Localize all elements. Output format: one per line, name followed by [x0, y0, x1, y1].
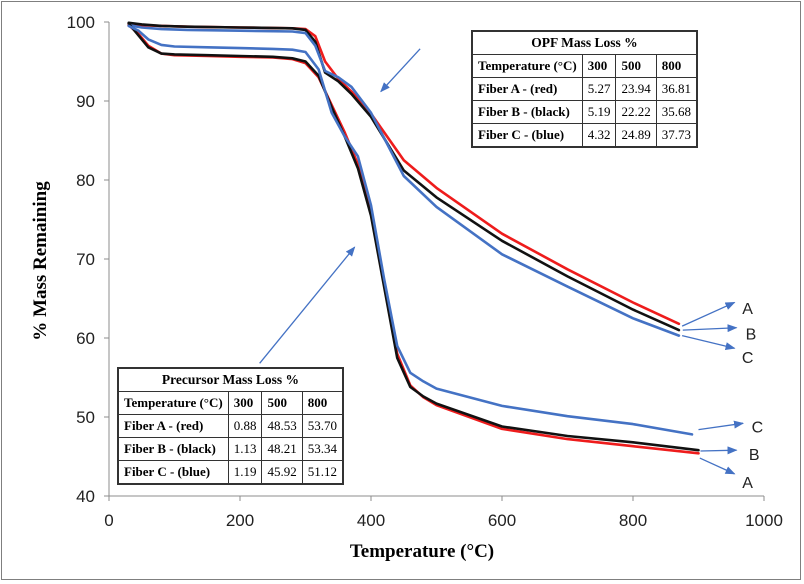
end-label-arrow — [698, 420, 745, 431]
row-label: Fiber B - (black) — [117, 437, 229, 461]
precursor-mass-loss-table: Precursor Mass Loss % Temperature (°C) 3… — [117, 367, 344, 485]
x-tick-label: 200 — [226, 511, 254, 530]
series-line-c — [127, 23, 681, 337]
table-cell: 1.19 — [227, 460, 263, 485]
y-axis-title: % Mass Remaining — [30, 181, 51, 341]
x-tick-label: 400 — [357, 511, 385, 530]
x-tick-label: 800 — [619, 511, 647, 530]
precursor-callout-arrow — [259, 246, 356, 364]
row-label: Fiber A - (red) — [117, 414, 229, 438]
x-tick-label: 0 — [104, 511, 113, 530]
table-caption: OPF Mass Loss % — [471, 30, 698, 55]
end-label: C — [752, 419, 764, 436]
table-header-row: Temperature (°C) 300 500 800 — [117, 391, 344, 415]
y-tick-label: 70 — [76, 250, 95, 269]
table-row: Fiber B - (black) 5.19 22.22 35.68 — [471, 100, 698, 124]
header-cell: 300 — [227, 391, 263, 415]
table-cell: 45.92 — [261, 460, 303, 485]
series-line-b — [127, 21, 681, 332]
x-tick-label: 600 — [488, 511, 516, 530]
table-row: Fiber A - (red) 0.88 48.53 53.70 — [117, 414, 344, 438]
table-header-row: Temperature (°C) 300 500 800 — [471, 54, 698, 78]
header-cell: Temperature (°C) — [117, 391, 229, 415]
y-tick-label: 40 — [76, 487, 95, 506]
table-cell: 48.21 — [261, 437, 303, 461]
table-cell: 5.27 — [581, 77, 617, 101]
axes: 0 200 400 600 800 1000 40 50 60 70 80 90 100 — [67, 13, 783, 530]
table-cell: 0.88 — [227, 414, 263, 438]
end-label-arrow — [681, 334, 736, 351]
table-cell: 35.68 — [655, 100, 698, 124]
header-cell: 800 — [655, 54, 698, 78]
table-cell: 51.12 — [301, 460, 344, 485]
y-tick-label: 100 — [67, 13, 95, 32]
opf-mass-loss-table: OPF Mass Loss % Temperature (°C) 300 500… — [471, 30, 698, 148]
end-label: C — [742, 350, 754, 367]
table-cell: 22.22 — [615, 100, 657, 124]
opf-callout-arrow — [380, 48, 421, 93]
y-tick-label: 50 — [76, 408, 95, 427]
end-label: B — [749, 447, 760, 464]
series-line-b — [127, 22, 700, 452]
x-tick-label: 1000 — [745, 511, 783, 530]
table-cell: 5.19 — [581, 100, 617, 124]
header-cell: Temperature (°C) — [471, 54, 583, 78]
header-cell: 500 — [615, 54, 657, 78]
header-cell: 300 — [581, 54, 617, 78]
table-cell: 23.94 — [615, 77, 657, 101]
table-row: Fiber C - (blue) 4.32 24.89 37.73 — [471, 123, 698, 148]
table-cell: 48.53 — [261, 414, 303, 438]
x-axis-title: Temperature (°C) — [350, 541, 494, 562]
end-label: A — [742, 475, 753, 492]
end-label-arrow — [681, 301, 736, 327]
end-label-arrow — [682, 324, 738, 333]
end-label: A — [742, 301, 753, 318]
header-cell: 500 — [261, 391, 303, 415]
table-cell: 37.73 — [655, 123, 698, 148]
y-tick-label: 80 — [76, 171, 95, 190]
end-label-arrow — [699, 457, 736, 475]
table-cell: 4.32 — [581, 123, 617, 148]
row-label: Fiber B - (black) — [471, 100, 583, 124]
table-row: Fiber C - (blue) 1.19 45.92 51.12 — [117, 460, 344, 485]
table-cell: 36.81 — [655, 77, 698, 101]
series-line-c — [127, 24, 694, 436]
table-cell: 1.13 — [227, 437, 263, 461]
table-cell: 53.34 — [301, 437, 344, 461]
end-label-arrow — [700, 446, 738, 455]
row-label: Fiber C - (blue) — [471, 123, 583, 148]
table-cell: 53.70 — [301, 414, 344, 438]
y-tick-label: 90 — [76, 92, 95, 111]
series-group — [127, 21, 700, 455]
table-row: Fiber A - (red) 5.27 23.94 36.81 — [471, 77, 698, 101]
end-label: B — [746, 326, 757, 343]
row-label: Fiber C - (blue) — [117, 460, 229, 485]
table-caption: Precursor Mass Loss % — [117, 367, 344, 392]
row-label: Fiber A - (red) — [471, 77, 583, 101]
table-cell: 24.89 — [615, 123, 657, 148]
table-row: Fiber B - (black) 1.13 48.21 53.34 — [117, 437, 344, 461]
y-tick-label: 60 — [76, 329, 95, 348]
header-cell: 800 — [301, 391, 344, 415]
